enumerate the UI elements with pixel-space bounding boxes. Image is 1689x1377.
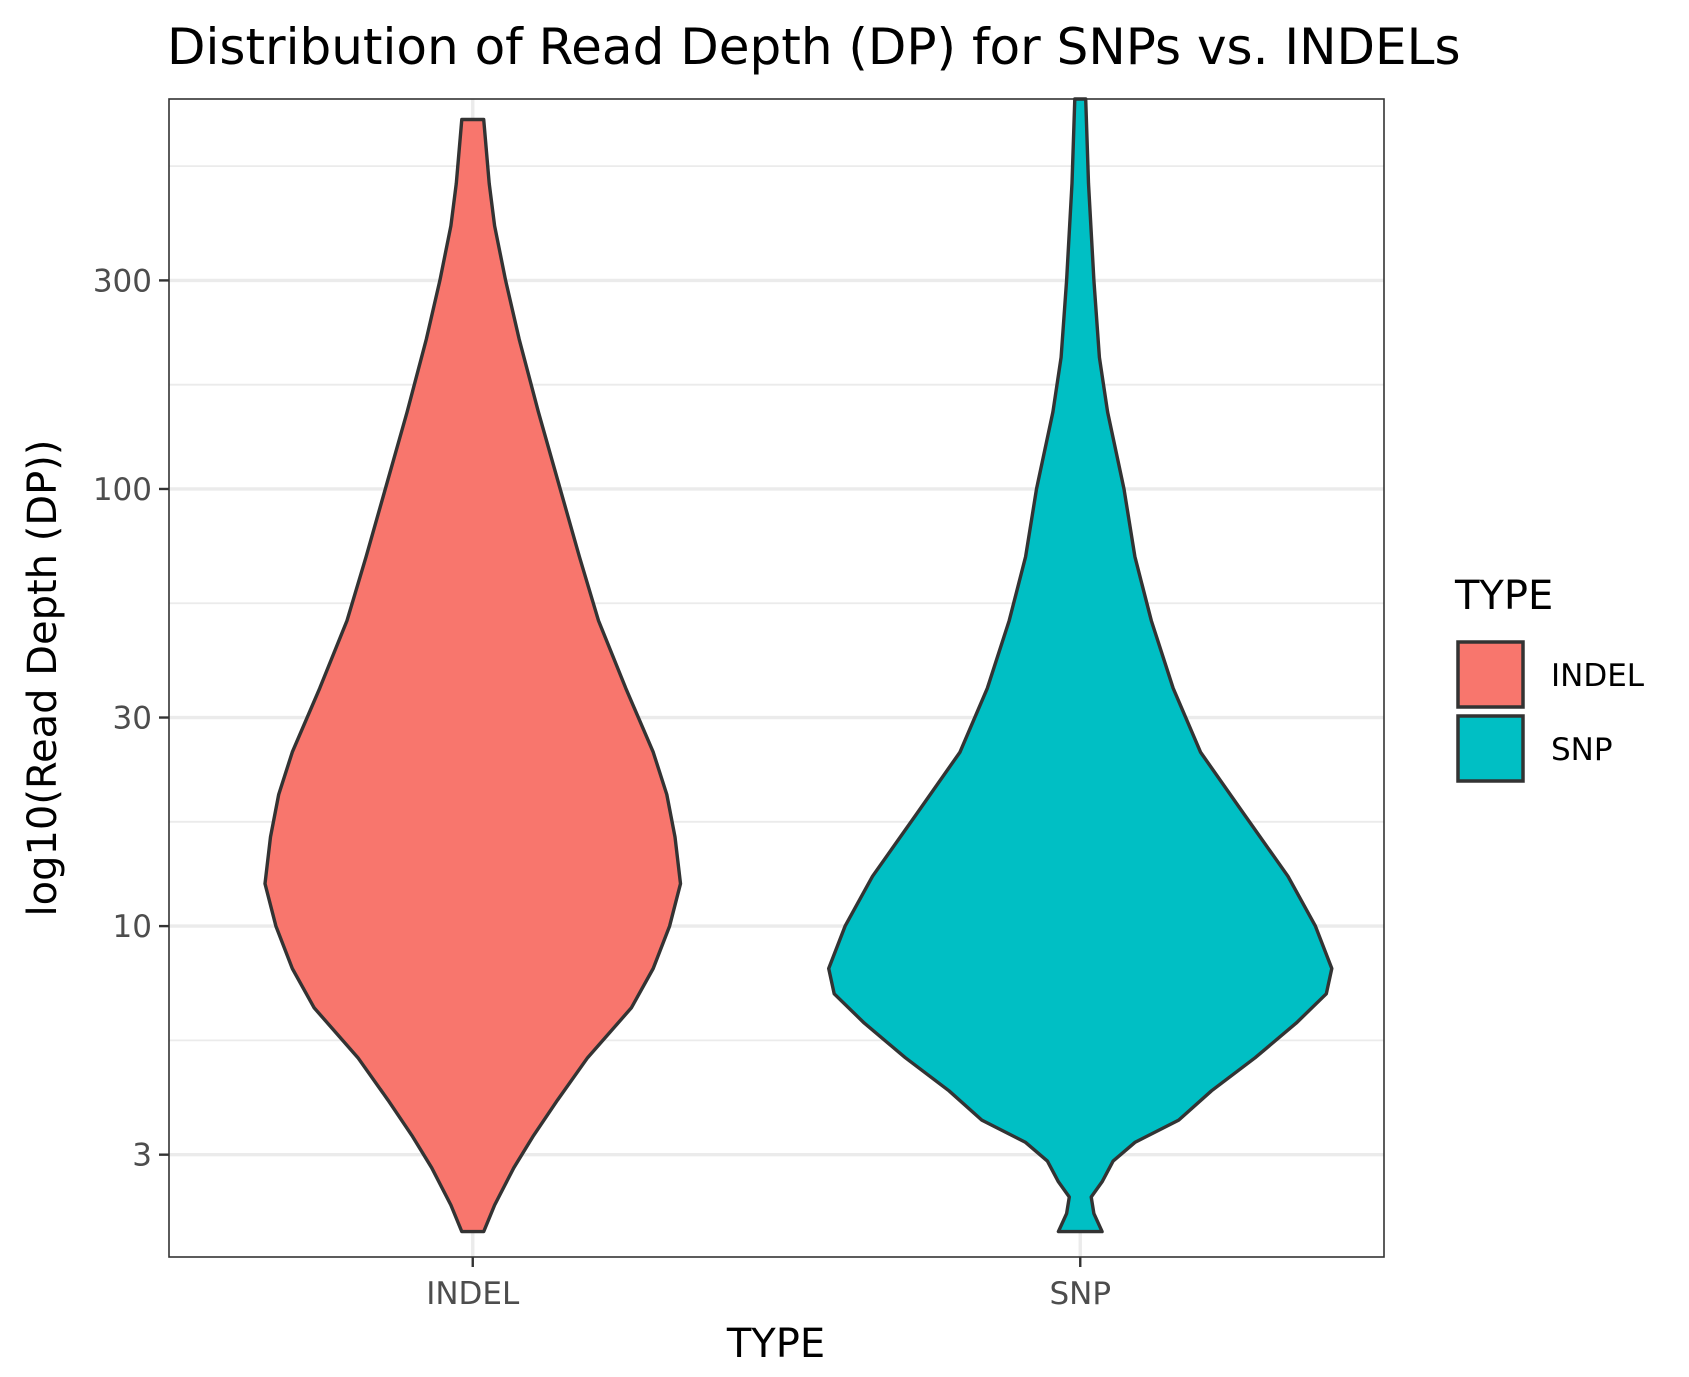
y-axis: 3 10 30 100 300 (93, 263, 169, 1174)
y-tick-label-10: 10 (113, 909, 152, 945)
plot-border (168, 98, 1385, 1258)
legend: TYPE INDEL SNP (1454, 573, 1645, 783)
x-tick-label-indel: INDEL (426, 1276, 520, 1312)
violins (263, 97, 1334, 1234)
x-axis-title: TYPE (726, 1321, 825, 1367)
legend-title: TYPE (1454, 573, 1553, 619)
y-tick-label-100: 100 (93, 472, 152, 508)
x-axis: INDEL SNP (426, 1257, 1111, 1312)
legend-label-indel: INDEL (1551, 658, 1645, 694)
y-axis-title: log10(Read Depth (DP)) (20, 440, 66, 917)
violin-indel (263, 117, 683, 1234)
legend-key-snp (1456, 714, 1525, 783)
y-tick-label-3: 3 (132, 1138, 152, 1174)
legend-key-indel (1456, 640, 1525, 709)
chart-title: Distribution of Read Depth (DP) for SNPs… (167, 18, 1461, 76)
y-tick-label-30: 30 (113, 701, 152, 737)
legend-label-snp: SNP (1551, 732, 1613, 768)
y-tick-label-300: 300 (93, 263, 152, 299)
x-tick-label-snp: SNP (1049, 1276, 1111, 1312)
